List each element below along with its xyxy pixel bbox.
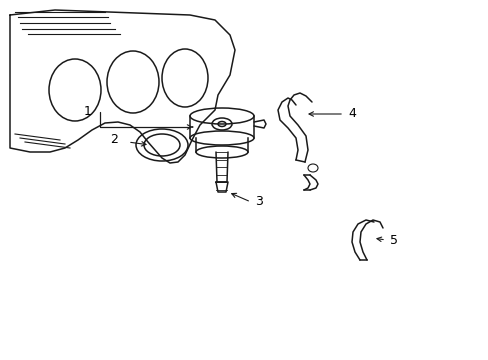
Text: 1: 1	[84, 105, 92, 118]
Text: 3: 3	[254, 195, 263, 208]
Text: 5: 5	[389, 234, 397, 247]
Text: 4: 4	[347, 108, 355, 121]
Text: 2: 2	[110, 134, 118, 147]
